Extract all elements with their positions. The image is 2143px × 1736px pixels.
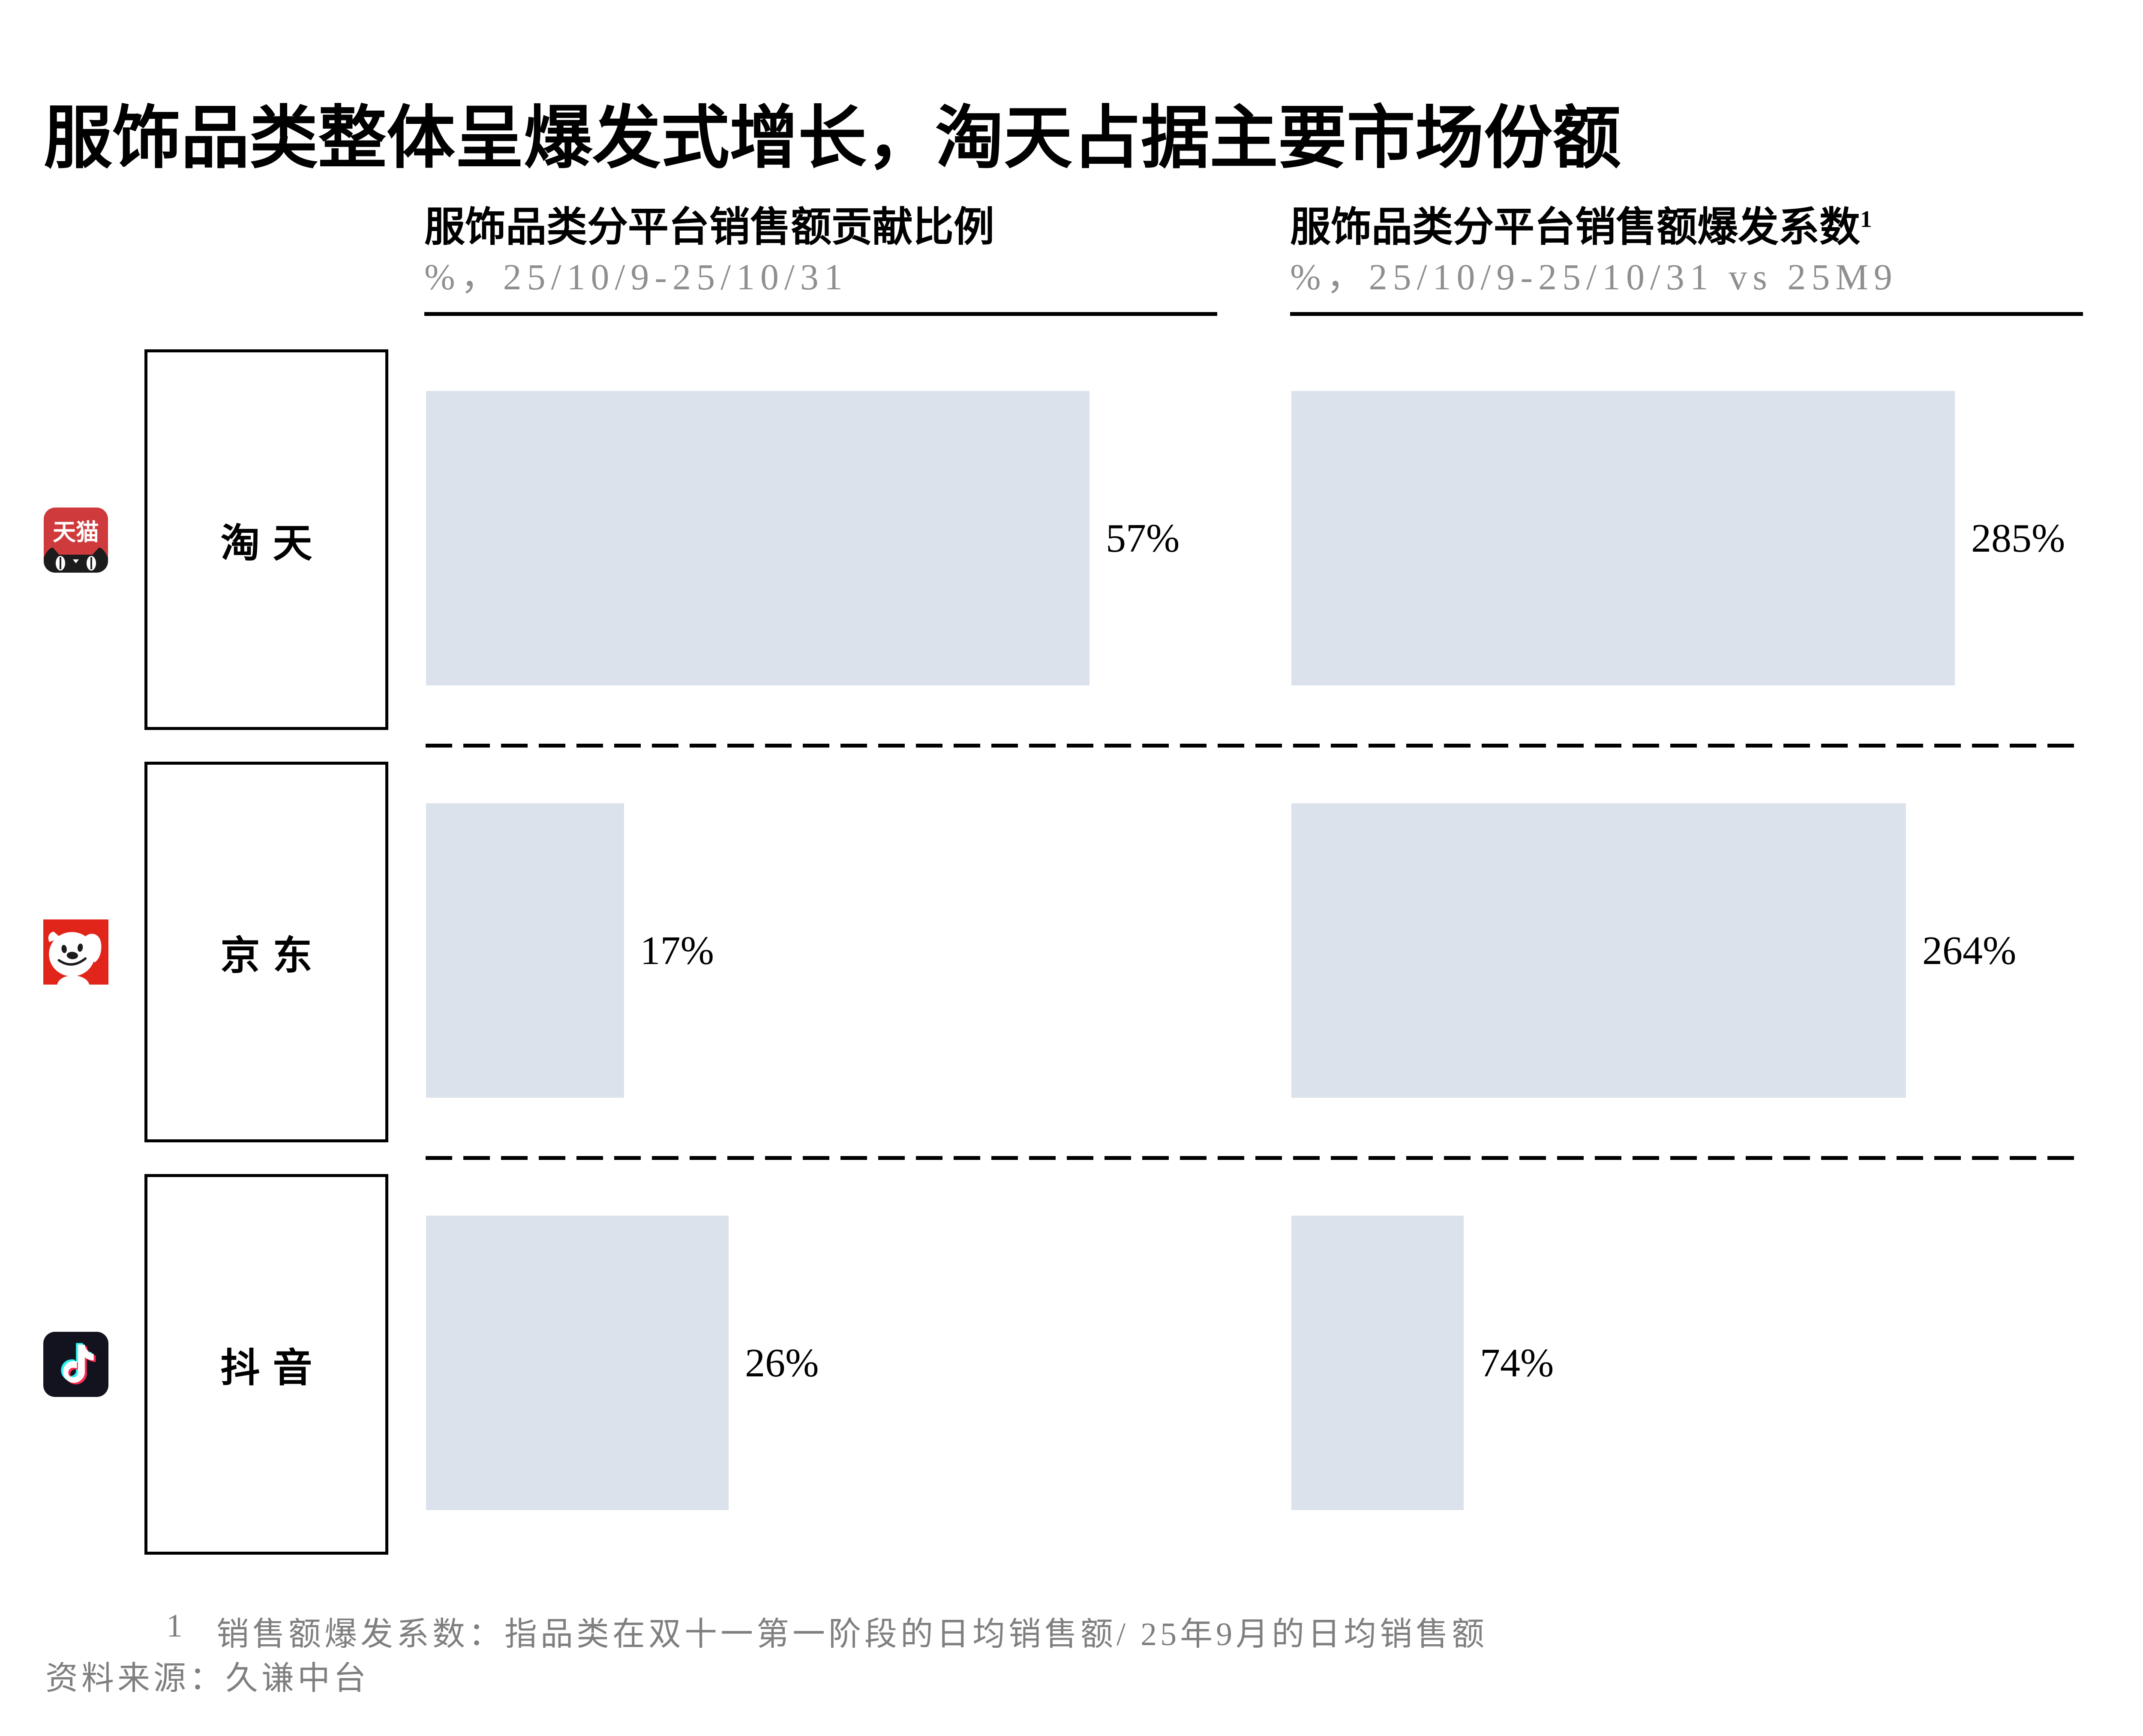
- tmall-icon: 天猫: [44, 508, 108, 573]
- svg-text:天猫: 天猫: [53, 520, 99, 545]
- chart-contribution-rule: [424, 312, 1217, 316]
- bar-label-contribution-douyin: 26%: [745, 1340, 819, 1385]
- bar-contribution-taotian: [426, 391, 1090, 685]
- page-title: 服饰品类整体呈爆发式增长，淘天占据主要市场份额: [44, 100, 1621, 177]
- bar-label-contribution-taotian: 57%: [1106, 516, 1180, 561]
- chart-contribution-header: 服饰品类分平台销售额贡献比例 %，25/10/9-25/10/31: [424, 205, 1217, 300]
- bar-row-contribution-douyin: 26%: [426, 1216, 819, 1510]
- chart-burst-subtitle: %，25/10/9-25/10/31 vs 25M9: [1290, 256, 1898, 297]
- platform-box-taotian: 淘天: [144, 349, 388, 730]
- platform-name-douyin: 抖音: [220, 1346, 325, 1390]
- row-separator-1: [426, 744, 2082, 748]
- chart-burst-title: 服饰品类分平台销售额爆发系数1: [1290, 204, 1872, 250]
- bar-row-contribution-jd: 17%: [426, 803, 714, 1098]
- footnote-number: 1: [166, 1608, 186, 1644]
- jd-icon: [43, 919, 108, 985]
- platform-box-jd: 京东: [144, 762, 388, 1142]
- source-note: 资料来源：久谦中台: [45, 1661, 369, 1697]
- bar-row-burst-douyin: 74%: [1291, 1216, 1554, 1510]
- chart-burst-rule: [1290, 312, 2083, 316]
- row-separator-2: [426, 1156, 2082, 1160]
- bar-label-burst-douyin: 74%: [1480, 1340, 1554, 1385]
- bar-label-burst-jd: 264%: [1922, 928, 2017, 973]
- chart-contribution-title: 服饰品类分平台销售额贡献比例: [424, 204, 995, 250]
- chart-burst-header: 服饰品类分平台销售额爆发系数1 %，25/10/9-25/10/31 vs 25…: [1290, 205, 2083, 300]
- bar-row-burst-jd: 264%: [1291, 803, 2016, 1098]
- bar-burst-jd: [1291, 803, 1906, 1098]
- footnote-marker: 1: [1860, 206, 1872, 232]
- footnote-text: 销售额爆发系数：指品类在双十一第一阶段的日均销售额/ 25年9月的日均销售额: [216, 1616, 1488, 1652]
- bar-row-contribution-taotian: 57%: [426, 391, 1180, 685]
- bar-burst-douyin: [1291, 1216, 1464, 1510]
- platform-box-douyin: 抖音: [144, 1174, 388, 1555]
- platform-name-taotian: 淘天: [220, 521, 325, 565]
- bar-burst-taotian: [1291, 391, 1955, 685]
- bar-row-burst-taotian: 285%: [1291, 391, 2065, 685]
- bar-contribution-jd: [426, 803, 624, 1098]
- platform-name-jd: 京东: [220, 934, 325, 978]
- douyin-icon: [43, 1332, 108, 1397]
- bar-label-contribution-jd: 17%: [640, 928, 714, 973]
- chart-contribution-subtitle: %，25/10/9-25/10/31: [424, 256, 848, 297]
- bar-label-burst-taotian: 285%: [1971, 516, 2065, 561]
- bar-contribution-douyin: [426, 1216, 729, 1510]
